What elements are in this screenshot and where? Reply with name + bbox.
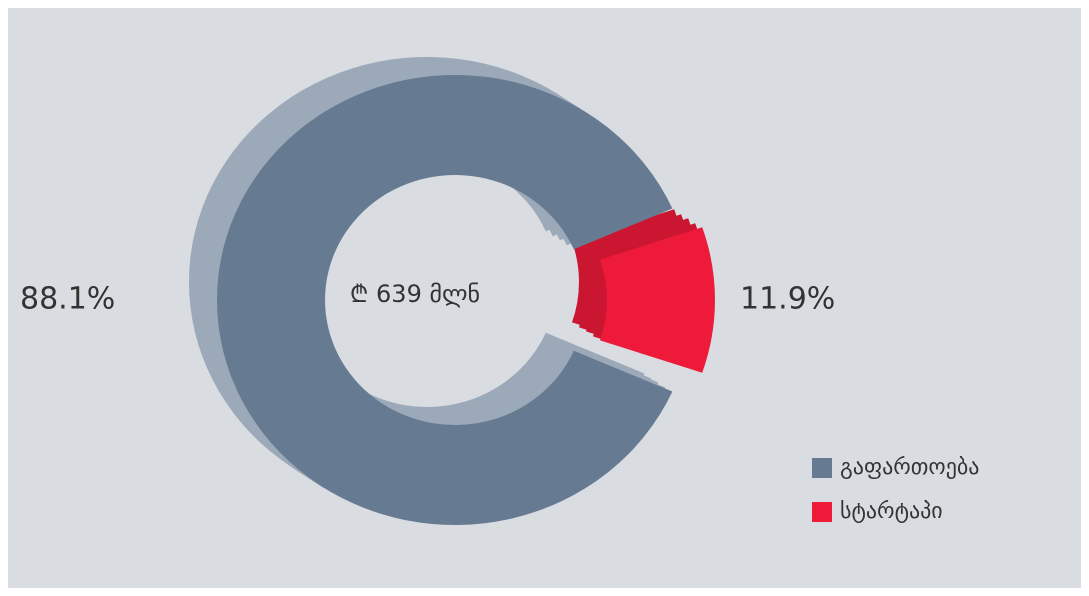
data-label: 88.1% xyxy=(20,282,115,317)
slice xyxy=(216,75,673,525)
data-label: 11.9% xyxy=(740,282,835,317)
legend-swatch xyxy=(812,458,832,478)
legend-label: გაფართოება xyxy=(840,455,979,480)
legend-swatch xyxy=(812,502,832,522)
center-label: ₾ 639 მლნ xyxy=(350,280,480,308)
legend-label: სტარტაპი xyxy=(840,499,943,524)
slice xyxy=(600,227,715,373)
